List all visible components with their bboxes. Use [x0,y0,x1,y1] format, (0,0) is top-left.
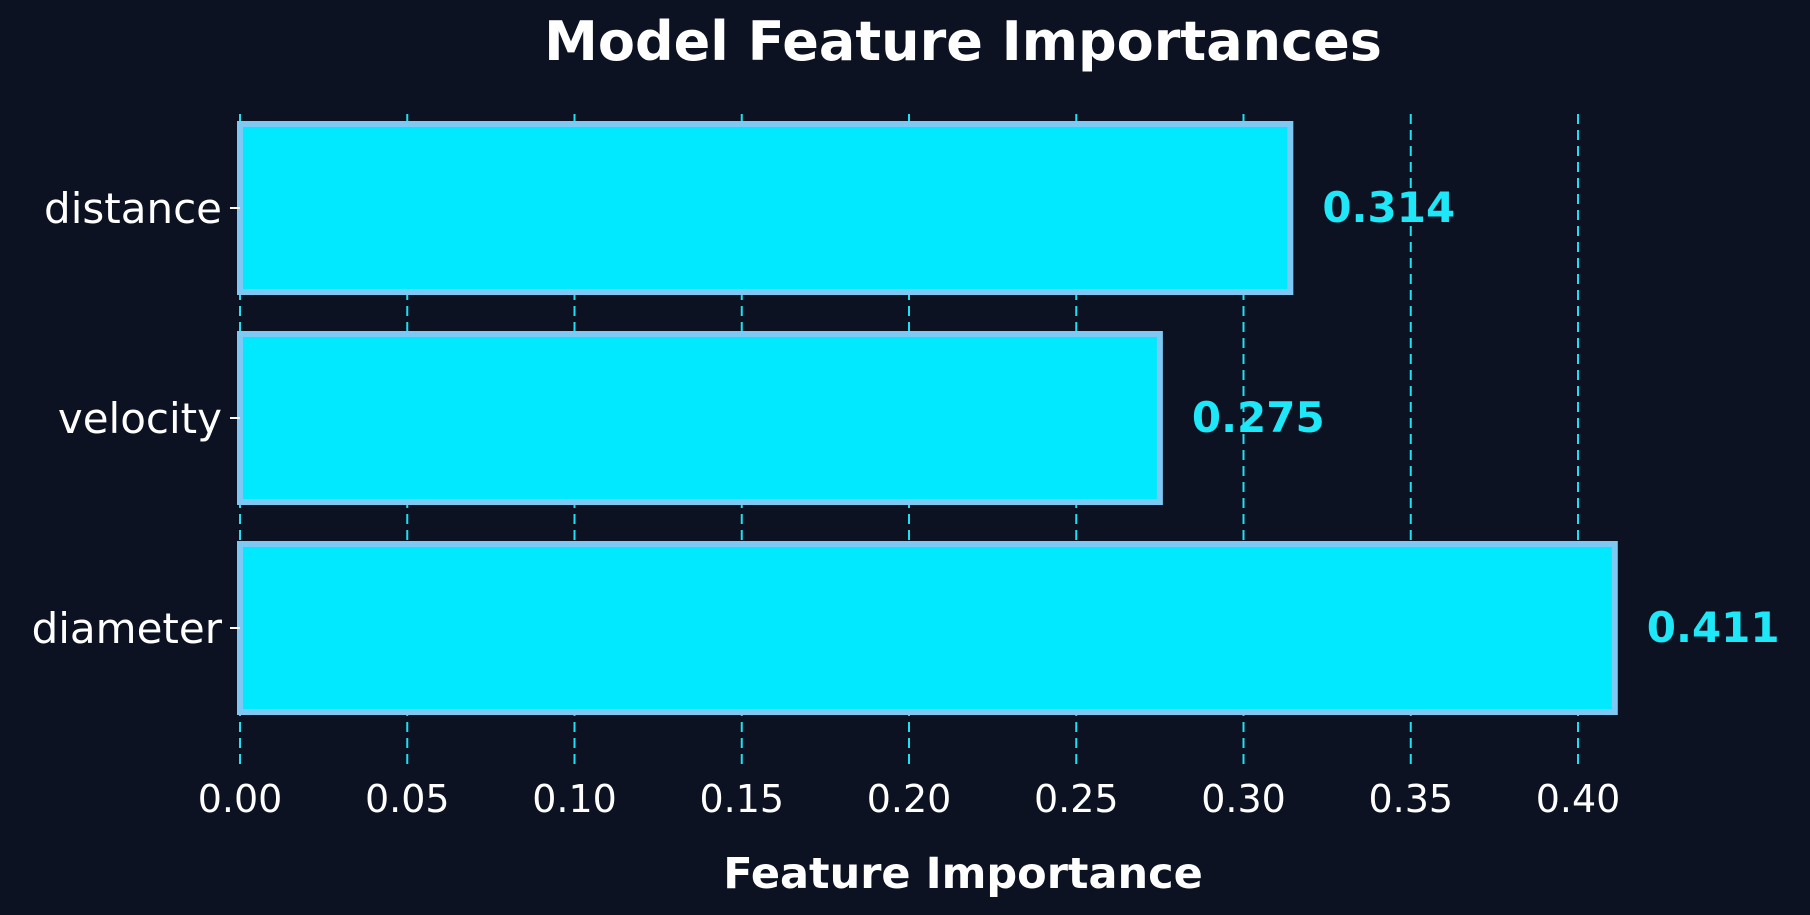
bar-velocity [237,331,1163,505]
x-tick-label: 0.25 [1034,777,1119,821]
bar-distance [237,121,1294,295]
x-tick-label: 0.35 [1368,777,1453,821]
x-tick-label: 0.05 [365,777,450,821]
data-label-velocity: 0.275 [1192,393,1325,442]
data-label-diameter: 0.411 [1647,603,1780,652]
x-tick-label: 0.00 [198,777,283,821]
y-tick-label-distance: distance [44,184,222,233]
bar-diameter [237,541,1618,715]
x-tick-label: 0.30 [1201,777,1286,821]
chart-title: Model Feature Importances [544,10,1382,73]
x-tick-label: 0.15 [699,777,784,821]
y-tick-label-velocity: velocity [58,394,222,443]
y-tick-label-diameter: diameter [32,604,223,653]
x-tick-label: 0.10 [532,777,617,821]
y-tick-layer: distance velocity diameter [32,184,240,653]
bar-layer: 0.314 0.275 0.411 [237,121,1780,715]
x-tick-label: 0.20 [867,777,952,821]
x-axis-label: Feature Importance [723,849,1203,899]
data-label-distance: 0.314 [1322,183,1455,232]
x-tick-layer: 0.00 0.05 0.10 0.15 0.20 0.25 0.30 0.35 0.40 [198,777,1621,821]
x-tick-label: 0.40 [1536,777,1621,821]
